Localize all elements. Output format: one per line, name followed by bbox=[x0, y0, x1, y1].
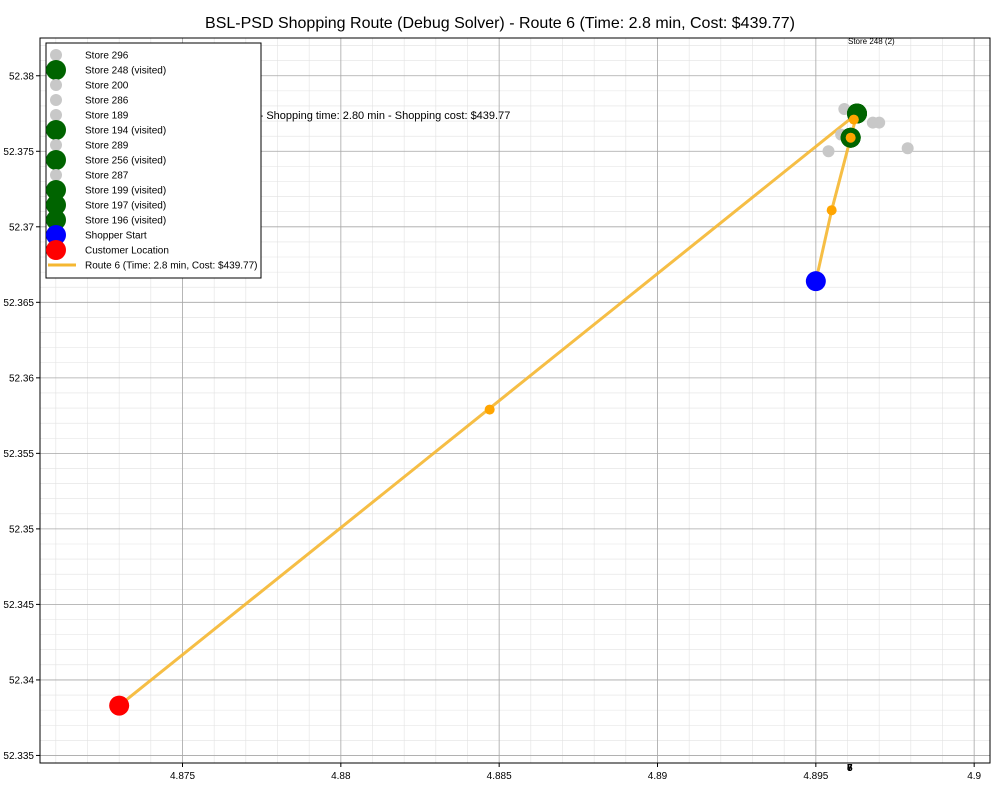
legend-label: Shopper Start bbox=[85, 231, 147, 242]
legend-label: Store 287 bbox=[85, 171, 129, 182]
legend-box bbox=[45, 42, 262, 279]
y-tick-label: 52.34 bbox=[9, 675, 34, 686]
legend-label: Customer Location bbox=[85, 246, 169, 257]
legend-label: Store 199 (visited) bbox=[85, 186, 166, 197]
points-layer bbox=[109, 102, 914, 716]
legend-marker bbox=[46, 240, 66, 260]
legend-marker bbox=[46, 60, 66, 80]
store-286-point bbox=[873, 116, 886, 129]
bottom-label: 7 bbox=[847, 763, 853, 774]
y-tick-label: 52.35 bbox=[9, 524, 34, 535]
store-287-point bbox=[822, 145, 835, 158]
customer-location-point bbox=[109, 695, 130, 716]
legend-marker bbox=[50, 94, 62, 106]
legend-marker bbox=[46, 120, 66, 140]
legend-marker bbox=[46, 210, 66, 230]
shopper-start-point bbox=[805, 271, 826, 292]
route-marker bbox=[826, 205, 837, 216]
legend-marker bbox=[46, 180, 66, 200]
axes-frame bbox=[39, 37, 991, 764]
legend-label: Store 196 (visited) bbox=[85, 216, 166, 227]
y-tick-label: 52.375 bbox=[3, 147, 34, 158]
legend-label: Store 189 bbox=[85, 111, 129, 122]
bottom-label: 6 bbox=[847, 763, 853, 774]
route-marker bbox=[845, 132, 856, 143]
legend-label: Route 6 (Time: 2.8 min, Cost: $439.77) bbox=[85, 261, 258, 272]
legend-label: Store 248 (visited) bbox=[85, 66, 166, 77]
legend-marker bbox=[46, 225, 66, 245]
legend: Store 296 Store 248 (visited) Store 200 Sto… bbox=[45, 42, 262, 279]
y-tick-label: 52.37 bbox=[9, 222, 34, 233]
legend-label: Store 194 (visited) bbox=[85, 126, 166, 137]
legend-label: Store 200 bbox=[85, 81, 129, 92]
legend-marker bbox=[46, 150, 66, 170]
y-tick-label: 52.365 bbox=[3, 298, 34, 309]
route-marker bbox=[484, 404, 495, 415]
store-289-point bbox=[901, 142, 914, 155]
legend-label: Store 289 bbox=[85, 141, 129, 152]
chart-title: BSL-PSD Shopping Route (Debug Solver) - … bbox=[205, 15, 795, 32]
x-tick-label: 4.88 bbox=[331, 771, 351, 782]
y-tick-label: 52.335 bbox=[3, 751, 34, 762]
legend-label: Store 286 bbox=[85, 96, 129, 107]
legend-marker bbox=[50, 139, 62, 151]
y-tick-label: 52.38 bbox=[9, 71, 34, 82]
x-tick-label: 4.9 bbox=[967, 771, 981, 782]
bottom-label: 8 bbox=[847, 763, 853, 774]
legend-marker bbox=[50, 79, 62, 91]
legend-label: Store 256 (visited) bbox=[85, 156, 166, 167]
x-tick-label: 4.885 bbox=[487, 771, 512, 782]
legend-marker bbox=[46, 195, 66, 215]
route-marker bbox=[848, 114, 859, 125]
legend-label: Store 197 (visited) bbox=[85, 201, 166, 212]
y-tick-label: 52.355 bbox=[3, 449, 34, 460]
legend-marker bbox=[50, 49, 62, 61]
legend-marker bbox=[50, 169, 62, 181]
legend-marker bbox=[50, 109, 62, 121]
y-tick-label: 52.345 bbox=[3, 600, 34, 611]
x-tick-label: 4.875 bbox=[170, 771, 195, 782]
legend-label: Store 296 bbox=[85, 51, 129, 62]
x-tick-label: 4.895 bbox=[803, 771, 828, 782]
x-tick-label: 4.89 bbox=[648, 771, 668, 782]
ticks-layer: 4.875 4.88 4.885 4.89 4.895 4.9 52.335 52.34 52.… bbox=[3, 71, 981, 782]
store-label-annotation: Store 248 (2) bbox=[848, 37, 895, 46]
y-tick-label: 52.36 bbox=[9, 373, 34, 384]
